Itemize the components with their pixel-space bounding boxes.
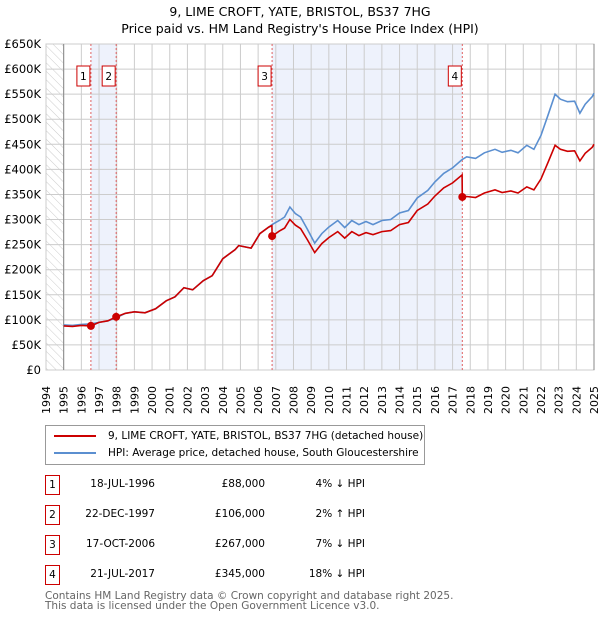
y-tick-label: £400K	[4, 162, 41, 176]
transaction-hpi-diff: 18% ↓ HPI	[308, 568, 365, 580]
shaded-band	[272, 44, 463, 370]
legend-label: 9, LIME CROFT, YATE, BRISTOL, BS37 7HG (…	[108, 430, 424, 442]
chart-subtitle: Price paid vs. HM Land Registry's House …	[121, 21, 479, 36]
x-tick-label: 2012	[358, 386, 371, 414]
sale-point	[458, 192, 467, 201]
x-tick-label: 2003	[199, 386, 212, 414]
transaction-number: 3	[45, 535, 60, 555]
sale-label: 1	[80, 71, 87, 83]
transaction-row: 1 18-JUL-1996 £88,000 4% ↓ HPI	[45, 475, 445, 495]
transaction-row: 2 22-DEC-1997 £106,000 2% ↑ HPI	[45, 505, 445, 525]
x-tick-label: 2019	[482, 386, 495, 414]
x-tick-label: 2022	[535, 386, 548, 414]
no-data-hatch	[46, 44, 64, 370]
sale-point	[268, 232, 277, 241]
legend-item-hpi: HPI: Average price, detached house, Sout…	[54, 445, 419, 461]
legend: 9, LIME CROFT, YATE, BRISTOL, BS37 7HG (…	[45, 425, 425, 465]
sale-point	[86, 321, 95, 330]
y-tick-label: £0	[26, 363, 41, 377]
sale-label-box	[257, 65, 272, 87]
sale-label: 4	[451, 71, 458, 83]
x-tick-label: 2006	[252, 386, 265, 414]
y-tick-label: £150K	[4, 288, 41, 302]
x-tick-label: 2013	[376, 386, 389, 414]
transaction-hpi-diff: 2% ↑ HPI	[315, 508, 365, 520]
y-tick-label: £250K	[4, 238, 41, 252]
sale-label: 3	[261, 71, 268, 83]
x-tick-label: 2025	[588, 386, 600, 414]
sale-label-box	[447, 65, 462, 87]
y-tick-label: £200K	[4, 263, 41, 277]
x-tick-label: 2017	[447, 386, 460, 414]
price-chart: 1994 1995 1996 1997 1998 1999 2000 2001 2002 2003…	[4, 37, 600, 414]
shaded-band	[90, 44, 117, 370]
x-tick-label: 2021	[517, 386, 530, 414]
transaction-hpi-diff: 4% ↓ HPI	[315, 478, 365, 490]
x-tick-label: 1998	[111, 386, 124, 414]
x-tick-label: 2004	[217, 386, 230, 414]
y-tick-label: £450K	[4, 137, 41, 151]
transaction-price: £106,000	[214, 508, 265, 520]
y-tick-label: £350K	[4, 187, 41, 201]
transaction-date: 22-DEC-1997	[85, 508, 155, 520]
y-tick-label: £650K	[4, 37, 41, 51]
x-tick-label: 2018	[464, 386, 477, 414]
x-tick-label: 2015	[411, 386, 424, 414]
x-tick-label: 1999	[128, 386, 141, 414]
legend-swatch-blue	[54, 452, 96, 454]
chart-title: 9, LIME CROFT, YATE, BRISTOL, BS37 7HG	[169, 4, 431, 19]
transaction-date: 21-JUL-2017	[90, 568, 155, 580]
x-tick-label: 1996	[75, 386, 88, 414]
transaction-date: 18-JUL-1996	[90, 478, 155, 490]
transaction-hpi-diff: 7% ↓ HPI	[315, 538, 365, 550]
footer-copyright: Contains HM Land Registry data © Crown c…	[45, 590, 454, 602]
transaction-row: 3 17-OCT-2006 £267,000 7% ↓ HPI	[45, 535, 445, 555]
x-tick-label: 2014	[394, 386, 407, 414]
x-tick-label: 2001	[164, 386, 177, 414]
legend-swatch-red	[54, 435, 96, 437]
sale-label: 2	[105, 71, 112, 83]
x-tick-label: 2020	[500, 386, 513, 414]
x-tick-label: 2010	[323, 386, 336, 414]
transaction-number: 4	[45, 565, 60, 585]
y-tick-label: £600K	[4, 62, 41, 76]
x-tick-label: 2002	[181, 386, 194, 414]
legend-item-property: 9, LIME CROFT, YATE, BRISTOL, BS37 7HG (…	[54, 428, 423, 444]
x-tick-label: 2000	[146, 386, 159, 414]
transaction-number: 1	[45, 475, 60, 495]
footer-licence: This data is licensed under the Open Gov…	[45, 600, 380, 612]
y-tick-label: £500K	[4, 112, 41, 126]
transaction-price: £88,000	[221, 478, 265, 490]
x-tick-label: 2008	[287, 386, 300, 414]
sale-point	[112, 312, 121, 321]
x-tick-label: 2016	[429, 386, 442, 414]
sale-label-box	[76, 65, 91, 87]
y-tick-label: £100K	[4, 313, 41, 327]
x-tick-label: 2024	[570, 386, 583, 414]
y-tick-label: £50K	[12, 338, 42, 352]
y-tick-label: £550K	[4, 87, 41, 101]
x-tick-label: 1997	[93, 386, 106, 414]
transaction-date: 17-OCT-2006	[86, 538, 155, 550]
series-line-property	[63, 143, 595, 328]
x-tick-label: 2011	[341, 386, 354, 414]
y-tick-label: £300K	[4, 213, 41, 227]
x-tick-label: 2009	[305, 386, 318, 414]
transaction-row: 4 21-JUL-2017 £345,000 18% ↓ HPI	[45, 565, 445, 585]
legend-label: HPI: Average price, detached house, Sout…	[108, 447, 419, 459]
transaction-price: £267,000	[214, 538, 265, 550]
x-tick-label: 2007	[270, 386, 283, 414]
transaction-number: 2	[45, 505, 60, 525]
x-tick-label: 2023	[553, 386, 566, 414]
transaction-price: £345,000	[214, 568, 265, 580]
sale-label-box	[101, 65, 116, 87]
x-tick-label: 2005	[234, 386, 247, 414]
x-tick-label: 1994	[40, 386, 53, 414]
x-tick-label: 1995	[58, 386, 71, 414]
